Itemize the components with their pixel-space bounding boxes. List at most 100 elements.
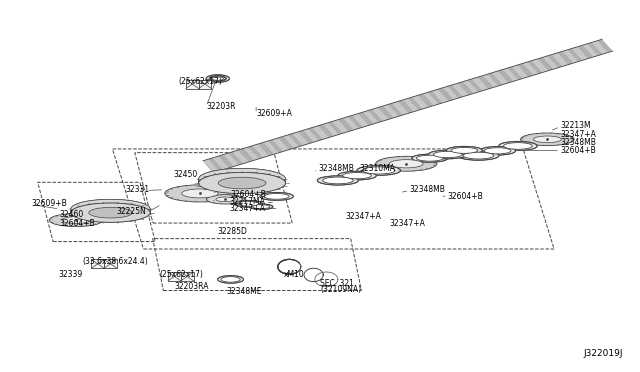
- Text: xM10: xM10: [284, 270, 305, 279]
- Ellipse shape: [484, 148, 511, 154]
- Ellipse shape: [165, 185, 235, 202]
- Text: 32604+B: 32604+B: [230, 190, 266, 199]
- Polygon shape: [268, 140, 284, 153]
- Ellipse shape: [357, 166, 401, 175]
- Polygon shape: [492, 71, 508, 84]
- Polygon shape: [203, 159, 219, 173]
- Polygon shape: [358, 112, 373, 125]
- Polygon shape: [273, 138, 289, 151]
- Ellipse shape: [376, 156, 437, 171]
- Text: SEC. 321: SEC. 321: [320, 279, 354, 288]
- Polygon shape: [458, 82, 473, 95]
- Ellipse shape: [209, 76, 227, 81]
- Text: 32604+B: 32604+B: [560, 145, 596, 154]
- Polygon shape: [433, 89, 448, 103]
- Polygon shape: [508, 67, 523, 80]
- Polygon shape: [462, 80, 478, 94]
- Ellipse shape: [389, 160, 423, 168]
- Ellipse shape: [89, 207, 132, 218]
- Text: 32331: 32331: [125, 185, 150, 194]
- Ellipse shape: [458, 151, 499, 160]
- Text: 32347+A: 32347+A: [560, 129, 596, 139]
- Polygon shape: [522, 62, 538, 76]
- Text: 32609+B: 32609+B: [31, 199, 67, 208]
- Polygon shape: [527, 61, 543, 74]
- Polygon shape: [367, 109, 383, 122]
- Polygon shape: [487, 73, 503, 86]
- Polygon shape: [392, 102, 408, 115]
- Ellipse shape: [71, 203, 150, 222]
- Polygon shape: [208, 158, 223, 171]
- Polygon shape: [597, 39, 612, 52]
- Ellipse shape: [323, 177, 353, 184]
- Bar: [198, 80, 211, 89]
- Polygon shape: [428, 91, 443, 104]
- Text: 32310MA: 32310MA: [360, 164, 396, 173]
- Polygon shape: [502, 68, 518, 81]
- Text: J322019J: J322019J: [584, 349, 623, 358]
- Polygon shape: [408, 97, 423, 110]
- Polygon shape: [582, 44, 598, 57]
- Polygon shape: [412, 96, 428, 109]
- Ellipse shape: [520, 133, 574, 146]
- Polygon shape: [512, 65, 528, 78]
- Polygon shape: [422, 93, 438, 106]
- Text: (25x62x17): (25x62x17): [159, 270, 203, 279]
- Ellipse shape: [504, 142, 532, 149]
- Text: 32348MB: 32348MB: [318, 164, 354, 173]
- Polygon shape: [467, 79, 483, 92]
- Polygon shape: [387, 103, 403, 116]
- Text: 32348ME: 32348ME: [227, 287, 262, 296]
- Ellipse shape: [206, 195, 244, 204]
- Text: 32609+A: 32609+A: [256, 109, 292, 118]
- Polygon shape: [572, 47, 588, 60]
- Polygon shape: [592, 41, 608, 54]
- Ellipse shape: [198, 169, 285, 190]
- Text: 32285D: 32285D: [218, 227, 248, 236]
- Bar: [186, 80, 198, 89]
- Text: 32604+B: 32604+B: [448, 192, 483, 201]
- Polygon shape: [292, 132, 308, 145]
- Text: 32203RA: 32203RA: [174, 282, 209, 291]
- Polygon shape: [348, 115, 364, 129]
- Text: (32109NA): (32109NA): [320, 285, 361, 294]
- Text: (33.6x38.6x24.4): (33.6x38.6x24.4): [83, 257, 148, 266]
- Text: 32348MB: 32348MB: [410, 185, 445, 194]
- Polygon shape: [353, 114, 368, 127]
- Polygon shape: [442, 86, 458, 100]
- Ellipse shape: [417, 155, 444, 161]
- Polygon shape: [403, 99, 418, 112]
- Ellipse shape: [216, 197, 235, 202]
- Text: 32450: 32450: [173, 170, 197, 179]
- Ellipse shape: [479, 147, 515, 155]
- Ellipse shape: [533, 136, 561, 142]
- Polygon shape: [323, 123, 339, 136]
- Ellipse shape: [210, 76, 225, 81]
- Ellipse shape: [264, 193, 289, 199]
- Polygon shape: [342, 117, 358, 130]
- Ellipse shape: [234, 201, 262, 207]
- Polygon shape: [417, 94, 433, 107]
- Ellipse shape: [499, 141, 537, 150]
- Polygon shape: [452, 83, 468, 97]
- Text: 32213M: 32213M: [560, 122, 591, 131]
- Ellipse shape: [218, 276, 243, 283]
- Polygon shape: [567, 48, 583, 62]
- Polygon shape: [317, 124, 333, 138]
- Polygon shape: [218, 155, 234, 168]
- Ellipse shape: [218, 177, 266, 189]
- Polygon shape: [547, 54, 563, 68]
- Polygon shape: [517, 64, 533, 77]
- Polygon shape: [397, 100, 413, 113]
- Bar: [180, 272, 193, 281]
- Polygon shape: [243, 147, 259, 160]
- Polygon shape: [328, 121, 343, 135]
- Polygon shape: [338, 118, 353, 132]
- Polygon shape: [213, 156, 228, 170]
- Polygon shape: [71, 199, 150, 213]
- Polygon shape: [542, 56, 558, 69]
- Ellipse shape: [253, 205, 270, 209]
- Polygon shape: [477, 76, 493, 89]
- Text: 32460: 32460: [60, 211, 84, 219]
- Text: 32217MA: 32217MA: [230, 197, 266, 206]
